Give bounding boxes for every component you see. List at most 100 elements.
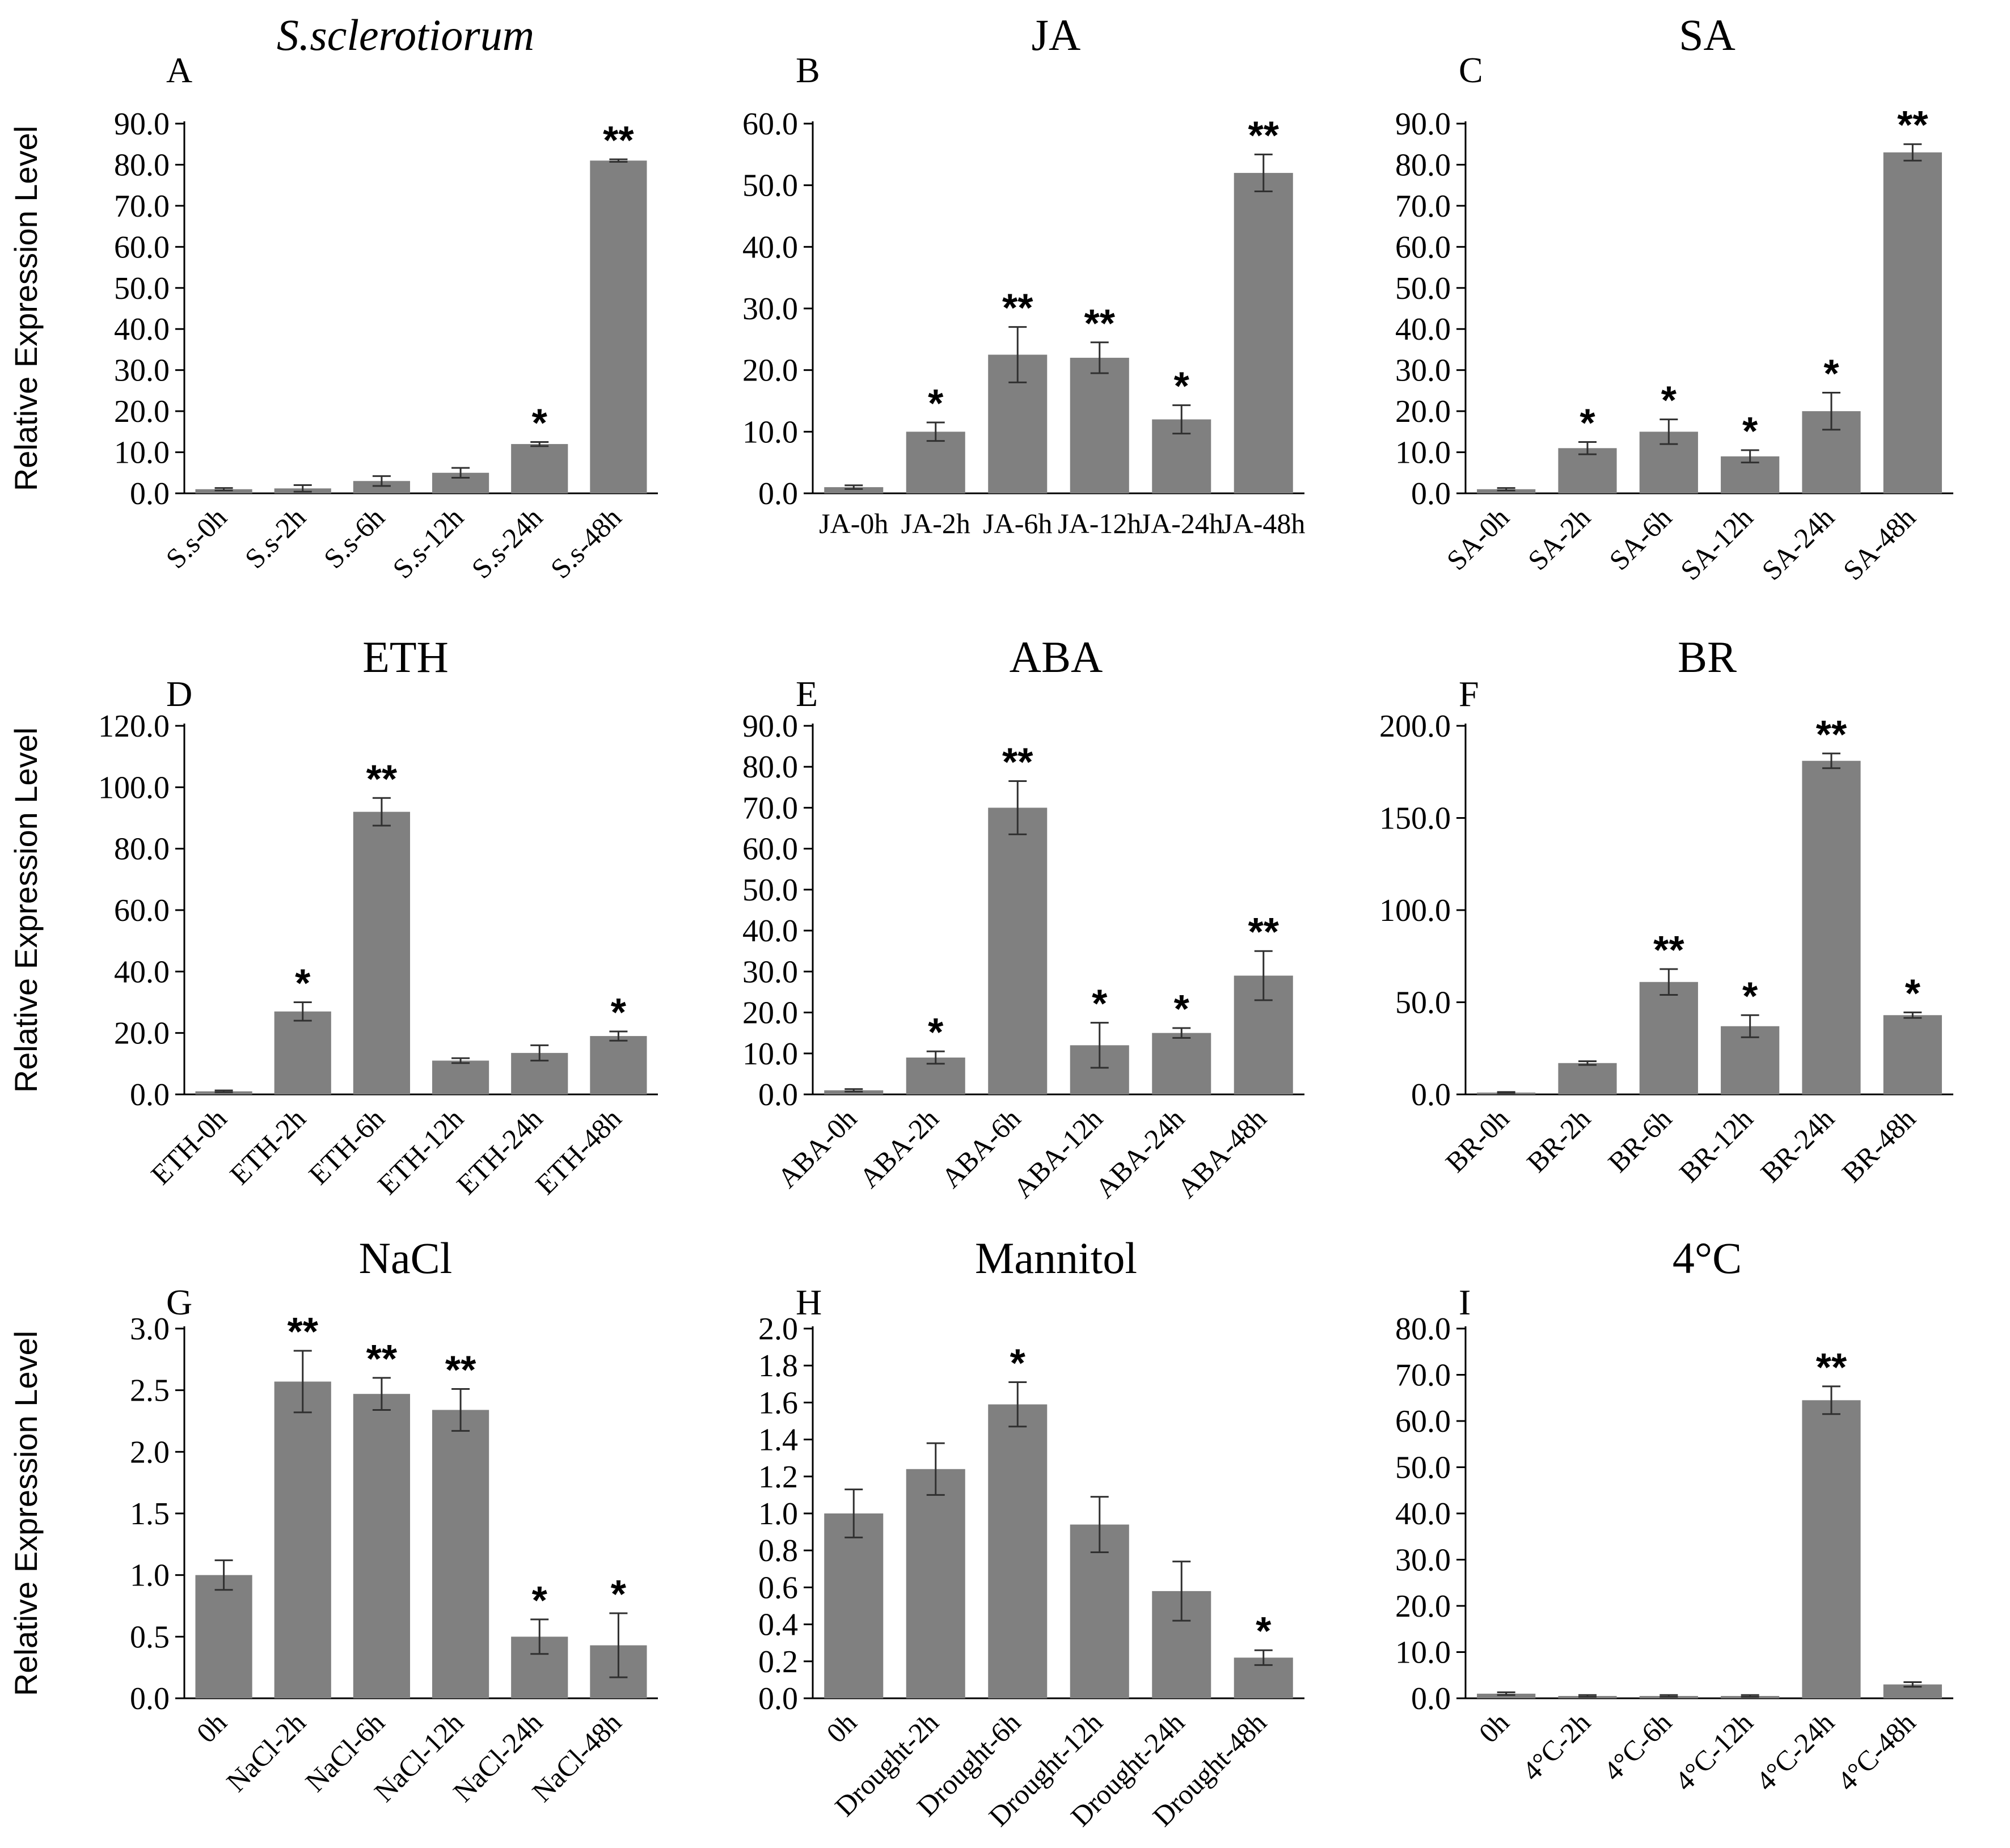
- panel-e-x-tick-label: ABA-12h: [1007, 1102, 1108, 1204]
- panel-e-y-tick-label: 60.0: [742, 832, 798, 867]
- panel-f-x-tick-label: BR-24h: [1754, 1102, 1840, 1189]
- panel-a-x-tick-label: S.s-24h: [465, 501, 548, 585]
- panel-a-x-tick-label: S.s-6h: [318, 501, 391, 574]
- panel-d-significance: *: [611, 990, 627, 1034]
- panel-h-bar: [906, 1469, 965, 1698]
- panel-a-error-bar: [293, 484, 312, 493]
- panel-e-title: ABA: [1010, 632, 1103, 682]
- panel-e-error-bar: [1254, 950, 1273, 1001]
- panel-h-error-bar: [1254, 1649, 1273, 1666]
- panel-b-error-bar: [1090, 341, 1109, 374]
- panel-a-y-tick-label: 70.0: [114, 189, 170, 224]
- panel-d-error-bar: [293, 1001, 312, 1022]
- panel-i-bar: [1477, 1693, 1536, 1698]
- panel-d-x-tick-label: ETH-0h: [145, 1102, 233, 1190]
- panel-e-x-tick-label: ABA-0h: [771, 1102, 863, 1194]
- panel-f-x-tick-label: BR-6h: [1602, 1102, 1678, 1178]
- panel-f-error-bar: [1741, 1014, 1759, 1038]
- panel-a-y-tick-label: 30.0: [114, 353, 170, 388]
- panel-a-x-tick-label: S.s-48h: [544, 501, 628, 585]
- panel-i-error-bar: [1741, 1694, 1759, 1698]
- panel-c-bar: [1558, 448, 1617, 493]
- panel-b-bar: [824, 487, 884, 493]
- panel-f-x-tick-label: BR-12h: [1673, 1102, 1759, 1189]
- panel-f-error-bar: [1578, 1060, 1597, 1066]
- panel-g-error-bar: [451, 1388, 470, 1432]
- panel-c-significance: **: [1897, 103, 1928, 147]
- panel-b-y-tick-label: 30.0: [742, 291, 798, 327]
- panel-f-significance: *: [1742, 974, 1758, 1018]
- panel-c-y-tick-label: 40.0: [1395, 312, 1451, 347]
- panel-a-y-tick-label: 10.0: [114, 435, 170, 471]
- panel-f-significance: **: [1653, 928, 1684, 972]
- panel-i-error-bar: [1822, 1385, 1840, 1415]
- panel-c-bar: [1883, 152, 1942, 493]
- panel-d-significance: *: [295, 961, 311, 1005]
- panel-c-y-tick-label: 80.0: [1395, 147, 1451, 183]
- panel-g-y-tick-label: 2.0: [130, 1435, 170, 1470]
- panel-b-x-tick-label: JA-0h: [819, 508, 888, 539]
- panel-i-error-bar: [1497, 1691, 1515, 1696]
- panel-c-y-tick-label: 60.0: [1395, 230, 1451, 265]
- panel-b-error-bar: [1008, 326, 1027, 383]
- panel-i-x-tick-label: 4°C-24h: [1750, 1706, 1840, 1797]
- panel-b-x-tick-label: JA-48h: [1222, 508, 1305, 539]
- panel-a-bar: [590, 160, 647, 493]
- panel-c-y-tick-label: 30.0: [1395, 353, 1451, 388]
- panel-d-error-bar: [609, 1030, 628, 1042]
- panel-a: A S.sclerotiorum Relative Expression Level…: [8, 10, 658, 585]
- panel-d-bar: [432, 1060, 489, 1094]
- panel-g-bar: [274, 1381, 331, 1698]
- panel-e-error-bar: [1172, 1027, 1191, 1039]
- panel-g-y-tick-label: 1.5: [130, 1496, 170, 1532]
- panel-i-y-tick-label: 20.0: [1395, 1589, 1451, 1624]
- panel-c-y-tick-label: 70.0: [1395, 189, 1451, 224]
- panel-c-y-tick-label: 0.0: [1411, 476, 1451, 511]
- panel-b-x-tick-label: JA-6h: [983, 508, 1052, 539]
- panel-d-y-tick-label: 0.0: [130, 1077, 170, 1113]
- panel-c-x-tick-label: SA-48h: [1837, 501, 1922, 586]
- panel-e-y-tick-label: 30.0: [742, 954, 798, 989]
- panel-e-error-bar: [926, 1050, 945, 1065]
- panel-d-x-tick-label: ETH-24h: [450, 1102, 548, 1200]
- panel-g-y-tick-label: 3.0: [130, 1312, 170, 1347]
- panel-e-y-tick-label: 10.0: [742, 1037, 798, 1072]
- panel-f-y-tick-label: 100.0: [1379, 893, 1451, 928]
- panel-h-y-tick-label: 0.8: [758, 1533, 798, 1568]
- panel-g-y-tick-label: 1.0: [130, 1558, 170, 1593]
- panel-h-y-tick-label: 0.0: [758, 1681, 798, 1716]
- panel-d-error-bar: [214, 1089, 233, 1093]
- panel-h-y-tick-label: 1.0: [758, 1496, 798, 1532]
- panel-d-title: ETH: [362, 632, 449, 682]
- panel-c-significance: *: [1742, 409, 1758, 453]
- panel-i-x-tick-label: 4°C-6h: [1597, 1706, 1678, 1787]
- panel-a-error-bar: [530, 441, 549, 447]
- panel-f-significance: *: [1905, 971, 1921, 1015]
- panel-h: H Mannitol 0.00.20.40.60.81.01.21.41.61.82…: [758, 1233, 1304, 1832]
- panel-i-x-tick-label: 4°C-12h: [1669, 1706, 1759, 1797]
- panel-h-letter: H: [796, 1282, 822, 1322]
- panel-e-bar: [988, 807, 1048, 1094]
- panel-c-significance: *: [1580, 400, 1595, 445]
- panel-c-significance: *: [1661, 378, 1677, 422]
- panel-c-significance: *: [1823, 352, 1839, 396]
- panel-c-error-bar: [1903, 143, 1922, 162]
- panel-g-error-bar: [609, 1612, 628, 1678]
- panel-g-x-tick-label: 0h: [190, 1706, 233, 1749]
- panel-e-letter: E: [796, 674, 818, 714]
- panel-b-significance: **: [1002, 286, 1033, 330]
- panel-a-letter: A: [166, 50, 192, 90]
- panel-h-y-tick-label: 1.6: [758, 1385, 798, 1420]
- panel-d-y-tick-label: 80.0: [114, 832, 170, 867]
- panel-d: D ETH Relative Expression Level 0.0 20.0 40.0…: [8, 632, 658, 1200]
- panel-e-y-tick-label: 90.0: [742, 709, 798, 744]
- panel-c-error-bar: [1741, 449, 1759, 464]
- panel-b-y-tick-label: 20.0: [742, 353, 798, 388]
- panel-g-y-tick-label: 2.5: [130, 1373, 170, 1409]
- panel-b: B JA 0.0 10.0 20.0 30.0 40.0 50.0 60.0 JA-0h * JA-2…: [742, 10, 1305, 539]
- panel-a-y-axis-label: Relative Expression Level: [8, 126, 44, 491]
- panel-i-y-tick-label: 60.0: [1395, 1404, 1451, 1439]
- panel-f-error-bar: [1822, 752, 1840, 769]
- panel-d-y-tick-label: 40.0: [114, 954, 170, 989]
- panel-b-error-bar: [844, 484, 863, 490]
